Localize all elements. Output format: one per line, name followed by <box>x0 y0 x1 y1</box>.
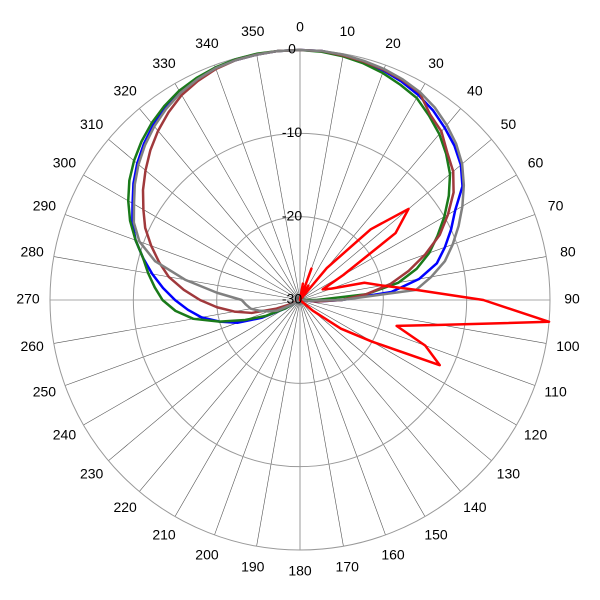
spoke <box>299 299 547 344</box>
spoke <box>139 299 301 492</box>
angle-label: 170 <box>336 559 360 575</box>
angle-label: 190 <box>241 559 265 575</box>
angle-label: 180 <box>288 563 312 579</box>
spoke <box>299 53 344 301</box>
angle-label: 220 <box>113 499 137 515</box>
angle-label: 240 <box>53 427 77 443</box>
angle-label: 40 <box>467 82 483 98</box>
series-line <box>141 48 455 315</box>
angle-label: 110 <box>544 384 567 400</box>
spoke <box>214 64 301 301</box>
plot-area <box>126 48 551 367</box>
spoke <box>174 83 301 301</box>
grid <box>49 49 551 551</box>
angle-label: 0 <box>296 19 304 35</box>
spoke <box>83 174 301 301</box>
spoke <box>214 299 301 536</box>
spoke <box>299 299 517 426</box>
angle-label: 340 <box>195 35 219 51</box>
angle-label: 20 <box>385 35 401 51</box>
spoke <box>256 299 301 547</box>
angle-label: 210 <box>152 526 176 542</box>
series-line <box>126 48 452 323</box>
angle-label: 10 <box>339 23 355 39</box>
spoke <box>108 139 301 301</box>
angle-label: 320 <box>113 82 137 98</box>
spoke <box>299 214 536 301</box>
grid-ring <box>216 216 384 384</box>
angle-label: 50 <box>501 116 517 132</box>
angle-label: 130 <box>497 466 521 482</box>
grid-ring <box>132 132 468 468</box>
spoke <box>299 299 344 547</box>
angle-label: 200 <box>195 546 219 562</box>
angle-label: 280 <box>20 243 44 259</box>
angle-label: 70 <box>548 198 564 214</box>
angle-label: 350 <box>241 23 265 39</box>
spoke <box>64 299 301 386</box>
spoke <box>83 299 301 426</box>
r-tick-label: -30 <box>282 291 302 307</box>
spoke <box>299 256 547 301</box>
angle-label: 80 <box>560 243 576 259</box>
spoke <box>174 299 301 517</box>
angle-label: 150 <box>424 526 448 542</box>
labels: 0 10 20 30 40 50 60 70 80 90 100 110 120 130 140 150 160… <box>16 19 580 579</box>
spoke <box>64 214 301 301</box>
angle-label: 140 <box>463 499 487 515</box>
angle-label: 260 <box>20 338 44 354</box>
angle-label: 250 <box>33 384 57 400</box>
angle-label: 290 <box>33 198 57 214</box>
spoke <box>299 83 426 301</box>
r-tick-label: -10 <box>282 124 302 140</box>
angle-label: 330 <box>152 55 176 71</box>
r-tick-label: -20 <box>282 207 302 223</box>
series-line <box>132 48 466 313</box>
spoke <box>299 299 492 461</box>
spoke <box>299 299 536 386</box>
angle-label: 30 <box>428 55 444 71</box>
spoke <box>299 299 461 492</box>
angle-label: 300 <box>53 155 77 171</box>
spoke <box>53 256 301 301</box>
spoke <box>299 64 386 301</box>
angle-label: 310 <box>80 116 104 132</box>
angle-label: 160 <box>381 546 405 562</box>
angle-label: 90 <box>564 291 580 307</box>
angle-label: 60 <box>528 155 544 171</box>
spoke <box>299 299 386 536</box>
spoke <box>108 299 301 461</box>
spoke <box>256 53 301 301</box>
series-line <box>298 207 551 367</box>
angle-label: 230 <box>80 466 104 482</box>
spoke <box>53 299 301 344</box>
angle-label: 120 <box>524 427 548 443</box>
r-tick-label: 0 <box>288 41 296 57</box>
spoke <box>299 139 492 301</box>
spoke <box>299 299 426 517</box>
angle-label: 100 <box>556 338 580 354</box>
angle-label: 270 <box>16 291 40 307</box>
spoke <box>139 108 301 301</box>
